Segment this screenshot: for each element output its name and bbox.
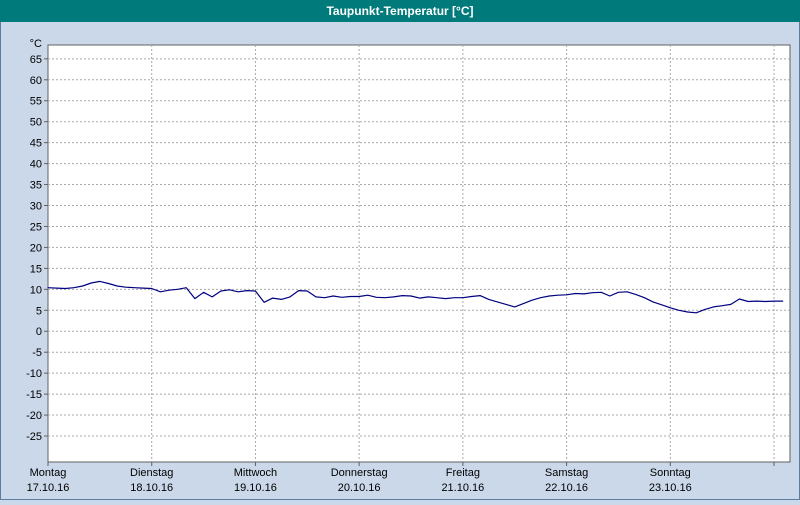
y-tick-label: 55 bbox=[30, 96, 42, 108]
x-day-label: Sonntag bbox=[650, 467, 691, 479]
y-tick-label: -5 bbox=[32, 347, 42, 359]
y-tick-label: 15 bbox=[30, 263, 42, 275]
y-tick-label: -25 bbox=[26, 431, 42, 443]
x-date-label: 20.10.16 bbox=[338, 482, 381, 494]
y-tick-label: 5 bbox=[36, 305, 42, 317]
dewpoint-line bbox=[47, 280, 784, 314]
x-date-label: 23.10.16 bbox=[649, 482, 692, 494]
window-title: Taupunkt-Temperatur [°C] bbox=[326, 4, 474, 18]
y-tick-label: 0 bbox=[36, 326, 42, 338]
x-date-label: 22.10.16 bbox=[545, 482, 588, 494]
x-day-label: Samstag bbox=[545, 467, 588, 479]
x-date-label: 18.10.16 bbox=[130, 482, 173, 494]
y-tick-label: -20 bbox=[26, 410, 42, 422]
y-tick-label: 45 bbox=[30, 138, 42, 150]
y-tick-label: 50 bbox=[30, 117, 42, 129]
x-date-label: 19.10.16 bbox=[234, 482, 277, 494]
y-tick-label: 10 bbox=[30, 284, 42, 296]
x-day-label: Dienstag bbox=[130, 467, 173, 479]
y-tick-label: 65 bbox=[30, 54, 42, 66]
y-tick-label: 60 bbox=[30, 75, 42, 87]
plot-area bbox=[47, 44, 791, 463]
x-day-label: Freitag bbox=[446, 467, 480, 479]
y-tick-label: -10 bbox=[26, 368, 42, 380]
x-date-label: 17.10.16 bbox=[27, 482, 70, 494]
y-tick-label: -15 bbox=[26, 389, 42, 401]
y-tick-label: 40 bbox=[30, 159, 42, 171]
title-bar: Taupunkt-Temperatur [°C] bbox=[0, 0, 800, 22]
x-day-label: Donnerstag bbox=[331, 467, 388, 479]
x-day-label: Mittwoch bbox=[234, 467, 277, 479]
y-tick-label: 35 bbox=[30, 180, 42, 192]
y-tick-label: 25 bbox=[30, 221, 42, 233]
x-day-label: Montag bbox=[30, 467, 67, 479]
x-date-label: 21.10.16 bbox=[441, 482, 484, 494]
y-tick-label: 20 bbox=[30, 242, 42, 254]
y-tick-label: 30 bbox=[30, 201, 42, 213]
y-axis-unit-label: °C bbox=[30, 38, 42, 50]
